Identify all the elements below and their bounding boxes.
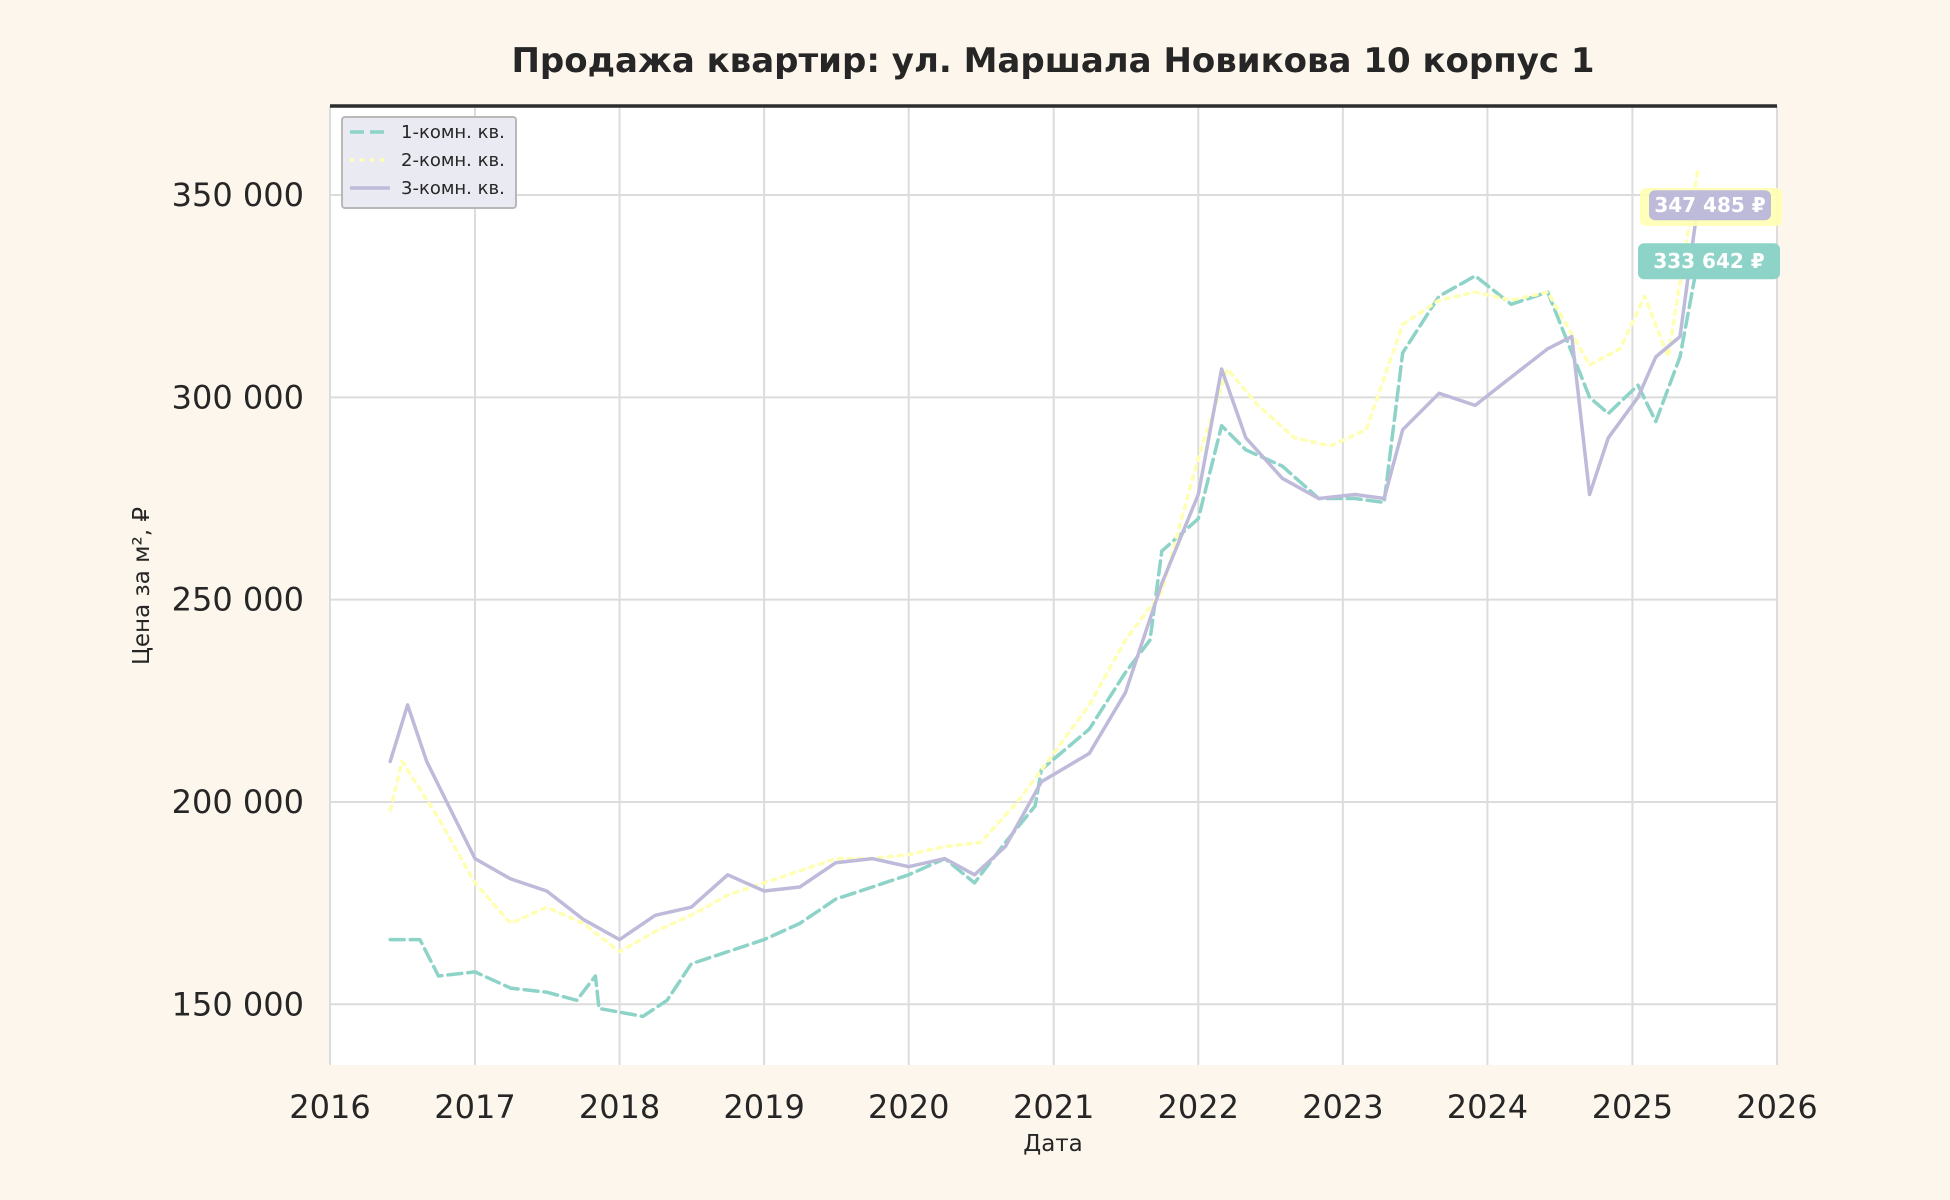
price-badge-label: 347 485 ₽ [1654,193,1765,217]
legend: 1-комн. кв. 2-комн. кв. 3-комн. кв. [341,116,517,209]
x-tick-label: 2017 [434,1088,515,1126]
x-tick-label: 2021 [1013,1088,1094,1126]
series-layer [388,168,1700,1019]
y-tick-label: 350 000 [172,176,304,214]
legend-label: 3-комн. кв. [401,178,505,199]
x-tick-label: 2025 [1592,1088,1673,1126]
x-tick-label: 2026 [1736,1088,1817,1126]
x-tick-label: 2016 [289,1088,370,1126]
x-tick-label: 2023 [1302,1088,1383,1126]
y-tick-label: 200 000 [172,783,304,821]
x-tick-label: 2024 [1447,1088,1528,1126]
price-badge [1649,190,1771,221]
price-badge-label: 333 642 ₽ [1653,249,1764,273]
legend-box [341,116,517,209]
x-tick-label: 2019 [723,1088,804,1126]
series-line [388,203,1700,942]
legend-label: 1-комн. кв. [401,122,505,143]
y-tick-label: 250 000 [172,581,304,619]
price-badge [1638,243,1780,280]
x-tick-label: 2018 [579,1088,660,1126]
price-labels: 347 485 ₽ 333 642 ₽ [1638,188,1782,280]
x-tick-label: 2020 [868,1088,949,1126]
legend-label: 2-комн. кв. [401,150,505,171]
y-axis-label: Цена за м², ₽ [129,507,155,665]
y-axis-ticks: 150 000 200 000 250 000 300 000 350 000 [172,176,304,1023]
chart-title: Продажа квартир: ул. Маршала Новикова 10… [511,41,1594,81]
series-line [388,168,1700,954]
y-tick-label: 150 000 [172,985,304,1023]
y-tick-label: 300 000 [172,378,304,416]
x-tick-label: 2022 [1158,1088,1239,1126]
x-axis-label: Дата [1023,1131,1083,1157]
grid [329,106,1778,1065]
x-axis-ticks: 2016 2017 2018 2019 2020 2021 2022 2023 2024 2025… [289,1088,1817,1126]
